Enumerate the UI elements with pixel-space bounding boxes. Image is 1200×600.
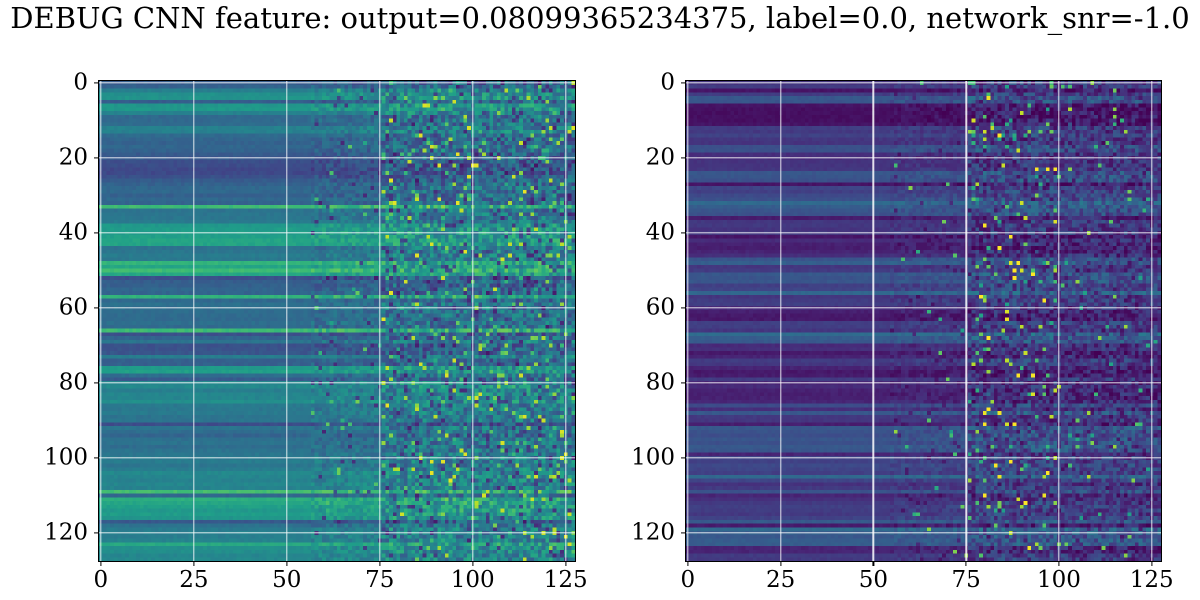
x-tick — [1151, 561, 1153, 566]
y-tick — [94, 157, 99, 159]
x-tick — [286, 561, 288, 566]
grid-line-horizontal — [99, 307, 575, 309]
y-tick-label: 120 — [44, 519, 88, 546]
x-tick-label: 0 — [93, 567, 109, 593]
grid-line-horizontal — [686, 307, 1161, 309]
heatmap-panel-right: 0 25 50 75 100 125 0 20 40 60 80 100 120 — [631, 71, 1174, 592]
grid-line-horizontal — [99, 382, 575, 384]
grid-line-horizontal — [686, 382, 1161, 384]
grid-line-vertical — [193, 81, 195, 561]
grid-line-vertical — [872, 81, 875, 561]
y-tick — [681, 157, 686, 159]
y-tick-label: 60 — [58, 294, 88, 321]
y-tick-label: 0 — [73, 69, 88, 96]
x-tick — [687, 561, 689, 566]
heatmap-image-right — [686, 81, 1161, 561]
x-tick — [1058, 561, 1060, 566]
y-tick — [681, 532, 686, 534]
y-tick — [94, 232, 99, 234]
y-tick — [681, 382, 686, 384]
figure-title: DEBUG CNN feature: output=0.080993652343… — [10, 1, 1190, 35]
y-tick — [94, 457, 99, 459]
y-tick-label: 100 — [631, 444, 675, 471]
y-tick — [94, 382, 99, 384]
x-tick — [965, 561, 967, 566]
x-tick-label: 50 — [858, 567, 889, 593]
grid-line-vertical — [100, 81, 102, 561]
grid-line-horizontal — [686, 82, 1161, 84]
x-tick-label: 100 — [1036, 567, 1081, 593]
x-tick-label: 125 — [543, 567, 588, 593]
grid-line-vertical — [965, 81, 967, 561]
y-tick — [681, 307, 686, 309]
x-tick-label: 100 — [450, 567, 495, 593]
x-tick-label: 125 — [1129, 567, 1174, 593]
y-tick-label: 0 — [660, 69, 675, 96]
grid-line-vertical — [687, 81, 689, 561]
x-tick — [379, 561, 381, 566]
grid-line-horizontal — [99, 232, 575, 234]
heatmap-image-left — [99, 81, 575, 561]
y-tick-label: 80 — [58, 369, 88, 396]
y-tick-label: 40 — [645, 219, 675, 246]
y-tick — [94, 532, 99, 534]
grid-line-horizontal — [99, 157, 575, 159]
y-tick-label: 120 — [631, 519, 675, 546]
x-tick-label: 75 — [365, 567, 395, 593]
y-tick — [94, 82, 99, 84]
y-tick — [681, 232, 686, 234]
grid-line-horizontal — [686, 157, 1161, 159]
x-tick — [100, 561, 102, 566]
grid-line-horizontal — [99, 457, 575, 459]
x-tick-label: 25 — [765, 567, 796, 593]
grid-line-horizontal — [99, 82, 575, 84]
x-tick-label: 50 — [272, 567, 302, 593]
x-tick — [565, 561, 567, 566]
x-tick — [872, 561, 874, 566]
y-tick-label: 100 — [44, 444, 88, 471]
y-tick — [94, 307, 99, 309]
grid-line-vertical — [472, 81, 474, 561]
x-tick — [472, 561, 474, 566]
heatmap-panel-left: 0 25 50 75 100 125 0 20 40 60 80 100 120 — [44, 71, 588, 592]
grid-line-vertical — [779, 81, 782, 561]
y-tick-label: 20 — [58, 144, 88, 171]
grid-line-horizontal — [686, 457, 1161, 459]
x-tick-label: 0 — [680, 567, 696, 593]
x-tick-label: 75 — [951, 567, 981, 593]
grid-line-vertical — [565, 81, 567, 561]
grid-line-vertical — [1058, 81, 1060, 561]
y-tick-label: 40 — [58, 219, 88, 246]
grid-line-horizontal — [686, 532, 1161, 534]
y-tick — [681, 457, 686, 459]
x-tick-label: 25 — [179, 567, 209, 593]
grid-line-vertical — [379, 81, 381, 561]
y-tick-label: 80 — [645, 369, 675, 396]
x-tick — [193, 561, 195, 566]
grid-line-horizontal — [99, 532, 575, 534]
x-tick — [780, 561, 782, 566]
grid-line-vertical — [1151, 81, 1153, 561]
y-tick — [681, 82, 686, 84]
grid-line-horizontal — [686, 232, 1161, 234]
y-tick-label: 60 — [645, 294, 675, 321]
grid-line-vertical — [286, 81, 288, 561]
y-tick-label: 20 — [645, 144, 675, 171]
